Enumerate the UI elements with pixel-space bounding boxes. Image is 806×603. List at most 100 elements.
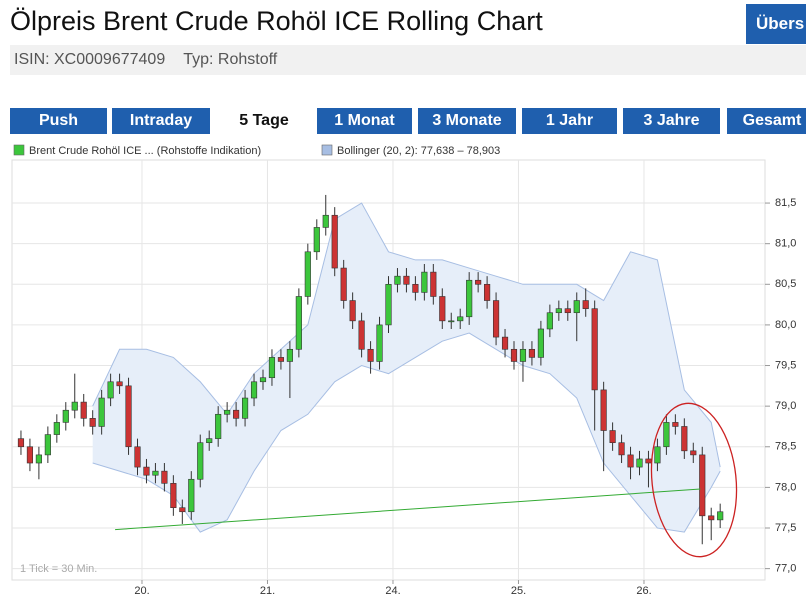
tab[interactable]: 5 Tage [216, 108, 312, 134]
candle-body [215, 413, 222, 439]
candle-body [546, 312, 553, 330]
highlight-ellipse [650, 402, 738, 558]
tab[interactable]: Gesamt [727, 108, 806, 134]
candle-body [250, 381, 258, 399]
overview-button[interactable]: Übers [746, 4, 806, 44]
candle-body [241, 397, 249, 419]
candle-body [331, 214, 338, 269]
x-tick-label: 20. [134, 585, 149, 597]
candle-body [286, 348, 293, 362]
candle-body [44, 434, 51, 456]
candle-body [233, 409, 240, 419]
candle-body [708, 515, 715, 521]
candle-body [358, 320, 365, 350]
y-tick-label: 79,5 [775, 359, 796, 371]
legend-label: Bollinger (20, 2): 77,638 – 78,903 [337, 145, 500, 157]
candle-body [555, 308, 562, 314]
candle-body [197, 442, 204, 480]
bollinger-band [92, 203, 721, 533]
candle-body [528, 348, 536, 358]
candle-body [143, 466, 150, 476]
tab[interactable]: 3 Monate [418, 108, 516, 134]
candle-body [654, 446, 661, 464]
candle-body [448, 320, 455, 323]
candle-body [573, 300, 580, 314]
candle-body [663, 422, 670, 448]
candle-body [582, 300, 589, 309]
candle-body [537, 328, 544, 358]
candle-body [403, 275, 410, 285]
candle-body [17, 438, 25, 448]
trend-line [115, 488, 701, 531]
candle-body [35, 454, 42, 464]
candle-body [627, 454, 634, 468]
tab[interactable]: 3 Jahre [623, 108, 720, 134]
bollinger-lower [92, 332, 721, 533]
candle-body [591, 308, 598, 391]
candle-body [116, 381, 123, 387]
tab-bar: Push Intraday 5 Tage 1 Monat 3 Monate 1 Jahr 3… [10, 108, 806, 134]
candle-body [510, 348, 518, 362]
candle-body [206, 438, 213, 444]
x-tick-label: 24. [385, 585, 400, 597]
candle-body [134, 446, 141, 468]
candle-body [98, 397, 105, 427]
candle-body [690, 450, 697, 456]
candle-body [618, 442, 625, 456]
y-tick-label: 77,5 [775, 522, 796, 534]
candle-body [295, 296, 302, 350]
candle-body [492, 300, 500, 338]
candle-body [313, 227, 320, 253]
x-tick-label: 26. [636, 585, 651, 597]
candle-body [322, 214, 329, 228]
page-title: Ölpreis Brent Crude Rohöl ICE Rolling Ch… [10, 6, 543, 36]
y-tick-label: 81,5 [775, 197, 796, 209]
candle-body [349, 300, 356, 322]
candle-body [376, 324, 383, 362]
candle-body [62, 409, 69, 423]
candle-body [600, 389, 607, 431]
candle-body [268, 357, 276, 379]
candle-body [89, 418, 96, 427]
candle-body [609, 430, 616, 444]
candle-body [385, 283, 392, 326]
candle-body [107, 381, 114, 399]
y-tick-label: 80,0 [775, 319, 796, 331]
candle-body [421, 271, 428, 293]
candle-body [367, 348, 374, 362]
candle-body [152, 470, 159, 476]
tab[interactable]: Push [10, 108, 107, 134]
candle-body [717, 511, 724, 521]
candle-body [519, 348, 527, 362]
candle-body [439, 296, 446, 322]
y-tick-label: 81,0 [775, 238, 796, 250]
candle-body [645, 458, 652, 464]
tab[interactable]: Intraday [112, 108, 210, 134]
candle-body [475, 279, 482, 285]
candle-body [466, 279, 473, 318]
candle-body [224, 409, 231, 415]
candle-body [179, 507, 186, 513]
x-tick-label: 25. [511, 585, 526, 597]
candle-body [277, 357, 285, 362]
x-tick-label: 21. [260, 585, 275, 597]
candle-body [304, 251, 311, 297]
tab[interactable]: 1 Jahr [522, 108, 617, 134]
candle-body [170, 483, 177, 508]
candle-body [71, 401, 78, 411]
legend-swatch [321, 144, 333, 156]
y-tick-label: 78,0 [775, 481, 796, 493]
type: Typ: Rohstoff [183, 51, 278, 68]
legend-label: Brent Crude Rohöl ICE ... (Rohstoffe Ind… [29, 145, 261, 157]
candle-body [340, 267, 347, 301]
y-tick-label: 78,5 [775, 441, 796, 453]
plot-frame [11, 159, 766, 581]
candle-body [125, 385, 132, 448]
y-tick-label: 79,0 [775, 400, 796, 412]
legend-swatch [13, 144, 25, 156]
tab[interactable]: 1 Monat [317, 108, 412, 134]
candle-body [672, 422, 679, 427]
candle-body [259, 377, 267, 383]
y-tick-label: 77,0 [775, 563, 796, 575]
